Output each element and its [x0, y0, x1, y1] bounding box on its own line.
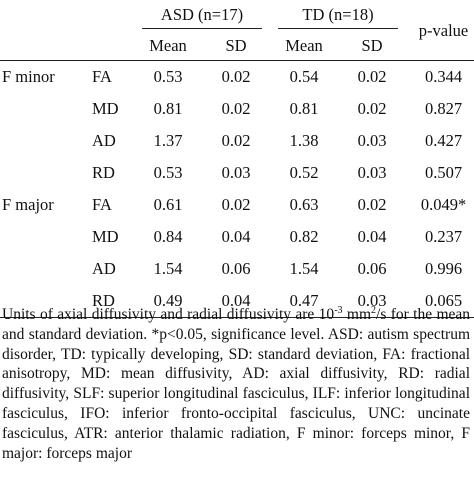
- asd-mean-cell: 0.53: [153, 67, 183, 86]
- header-blank: [86, 0, 134, 61]
- table-row: F minor FA 0.53 0.02 0.54 0.02 0.344: [0, 60, 474, 94]
- note-text-2: mm: [342, 306, 372, 323]
- asd-group-header: ASD (n=17): [134, 0, 270, 32]
- td-sd-cell: 0.04: [357, 227, 387, 246]
- td-mean-cell: 0.54: [289, 67, 319, 86]
- row-region: F minor: [2, 67, 55, 86]
- td-sd-header: SD: [361, 36, 383, 55]
- table-row: RD 0.53 0.03 0.52 0.03 0.507: [0, 157, 474, 189]
- td-sd-cell: 0.03: [338, 285, 406, 318]
- table-row: MD 0.84 0.04 0.82 0.04 0.237: [0, 221, 474, 253]
- asd-sd-cell: 0.03: [221, 163, 251, 182]
- asd-mean-cell: 1.54: [153, 259, 183, 278]
- td-sd-cell: 0.06: [357, 259, 387, 278]
- td-mean-header: Mean: [285, 36, 323, 55]
- note-exponent-2: 2: [371, 304, 377, 316]
- note-text-3: /s for the mean and standard deviation. …: [2, 306, 471, 462]
- asd-sd-cell: 0.02: [221, 131, 251, 150]
- asd-sd-cell: 0.04: [221, 227, 251, 246]
- sub-header-row: Mean SD Mean SD: [0, 32, 474, 61]
- row-measure: RD: [86, 285, 134, 318]
- row-measure: MD: [92, 227, 119, 246]
- row-region: [0, 285, 86, 318]
- asd-sd-cell: 0.02: [221, 195, 251, 214]
- td-sd-cell: 0.02: [357, 67, 387, 86]
- pvalue-cell: 0.827: [424, 99, 463, 118]
- td-mean-cell: 1.54: [289, 259, 319, 278]
- pvalue-header: p-value: [418, 21, 469, 40]
- results-table: ASD (n=17) TD (n=18) p-value Mean SD Mea…: [0, 0, 474, 318]
- table-body: F minor FA 0.53 0.02 0.54 0.02 0.344 MD 0.81 0.02…: [0, 60, 474, 318]
- pvalue-cell: 0.344: [424, 67, 463, 86]
- pvalue-cell: 0.049*: [420, 195, 467, 214]
- group-header-row: ASD (n=17) TD (n=18) p-value: [0, 0, 474, 40]
- td-sd-cell: 0.03: [357, 131, 387, 150]
- asd-mean-cell: 0.81: [153, 99, 183, 118]
- asd-mean-cell: 0.61: [153, 195, 183, 214]
- asd-mean-cell: 0.84: [153, 227, 183, 246]
- row-measure: MD: [92, 99, 119, 118]
- table-row: F major FA 0.61 0.02 0.63 0.02 0.049*: [0, 189, 474, 221]
- row-measure: FA: [92, 195, 112, 214]
- td-sd-cell: 0.02: [357, 99, 387, 118]
- asd-sd-cell: 0.02: [221, 99, 251, 118]
- td-mean-cell: 0.82: [289, 227, 319, 246]
- td-mean-cell: 0.52: [289, 163, 319, 182]
- row-measure: RD: [92, 163, 115, 182]
- row-region: [0, 221, 86, 253]
- asd-mean-cell: 1.37: [153, 131, 183, 150]
- row-region: [0, 157, 86, 189]
- row-region: [0, 253, 86, 285]
- asd-mean-header: Mean: [149, 36, 187, 55]
- row-region: [0, 93, 86, 125]
- td-sd-cell: 0.02: [357, 195, 387, 214]
- note-text-1: Units of axial diffusivity and radial di…: [2, 306, 335, 323]
- pvalue-cell: 0.237: [424, 227, 463, 246]
- row-region: [0, 125, 86, 157]
- row-measure: FA: [92, 67, 112, 86]
- table-row: RD 0.49 0.04 0.47 0.03 0.065: [0, 285, 474, 318]
- td-mean-cell: 0.81: [289, 99, 319, 118]
- asd-sd-cell: 0.04: [202, 285, 270, 318]
- pvalue-cell: 0.427: [424, 131, 463, 150]
- pvalue-cell: 0.507: [424, 163, 463, 182]
- row-measure: AD: [92, 259, 116, 278]
- td-mean-cell: 0.63: [289, 195, 319, 214]
- table-row: AD 1.37 0.02 1.38 0.03 0.427: [0, 125, 474, 157]
- pvalue-cell: 0.065: [406, 285, 474, 318]
- table-row: AD 1.54 0.06 1.54 0.06 0.996: [0, 253, 474, 285]
- asd-mean-cell: 0.53: [153, 163, 183, 182]
- asd-sd-cell: 0.06: [221, 259, 251, 278]
- table-footnote: Units of axial diffusivity and radial di…: [2, 305, 470, 463]
- header-blank: [0, 0, 86, 61]
- asd-mean-cell: 0.49: [134, 285, 202, 318]
- pvalue-cell: 0.996: [424, 259, 463, 278]
- td-mean-cell: 0.47: [270, 285, 338, 318]
- asd-sd-cell: 0.02: [221, 67, 251, 86]
- row-measure: AD: [92, 131, 116, 150]
- td-group-header: TD (n=18): [270, 0, 406, 32]
- note-exponent-1: -3: [334, 304, 343, 316]
- td-sd-cell: 0.03: [357, 163, 387, 182]
- td-mean-cell: 1.38: [289, 131, 319, 150]
- row-region: F major: [2, 195, 54, 214]
- table-row: MD 0.81 0.02 0.81 0.02 0.827: [0, 93, 474, 125]
- asd-sd-header: SD: [225, 36, 247, 55]
